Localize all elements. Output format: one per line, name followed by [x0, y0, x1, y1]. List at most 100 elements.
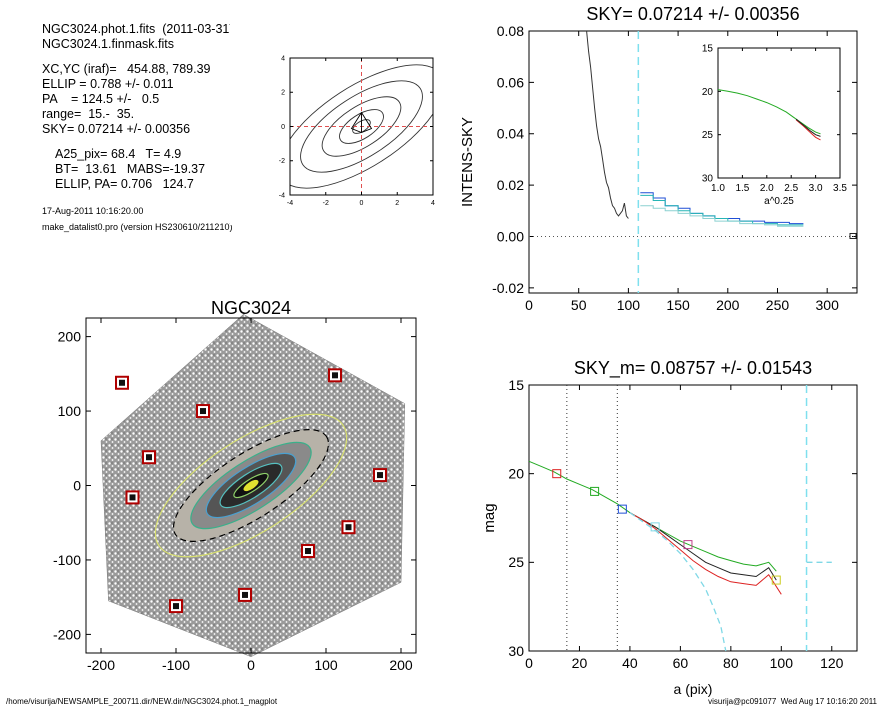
inset-series [717, 89, 821, 135]
mag-ylabel: mag [481, 503, 498, 532]
sky-ylabel: INTENS-SKY [459, 117, 476, 207]
y-tick-label: 15 [702, 44, 714, 55]
sky-title: SKY= 0.07214 +/- 0.00356 [586, 4, 799, 24]
x-tick-label: -4 [287, 200, 293, 207]
mag-series [629, 512, 782, 595]
masked-source-core [129, 494, 136, 501]
clip-mask [230, 0, 493, 58]
sky-profile-series [586, 30, 629, 219]
y-tick-label: 0 [73, 477, 81, 493]
sky-frame [528, 30, 858, 294]
masked-source-core [242, 591, 248, 598]
x-tick-label: 200 [389, 657, 413, 673]
header-bt: BT= 13.61 MABS=-19.37 [55, 162, 206, 176]
sky-step-series [640, 205, 804, 227]
x-tick-label: -2 [323, 200, 329, 207]
header-ellip: ELLIP = 0.788 +/- 0.011 [42, 77, 174, 91]
x-tick-label: 60 [673, 655, 689, 671]
y-tick-label: 0.04 [497, 126, 524, 142]
x-tick-label: 0 [525, 655, 533, 671]
mag-xlabel: a (pix) [674, 681, 713, 697]
y-tick-label: 15 [508, 377, 524, 393]
masked-source-core [345, 524, 352, 531]
y-tick-label: 0.08 [497, 23, 524, 39]
x-tick-label: 150 [666, 297, 690, 313]
header-xcyc: XC,YC (iraf)= 454.88, 789.39 [42, 62, 211, 76]
x-tick-label: 3.0 [809, 183, 823, 194]
y-tick-label: 0 [281, 124, 285, 131]
y-tick-label: 30 [702, 174, 714, 185]
x-tick-label: 50 [571, 297, 587, 313]
y-tick-label: -0.02 [492, 280, 524, 296]
x-tick-label: 250 [766, 297, 790, 313]
y-tick-label: 100 [58, 403, 82, 419]
clip-mask [230, 195, 493, 225]
masked-source-core [200, 408, 206, 415]
y-tick-label: 20 [508, 466, 524, 482]
mag-marker [590, 486, 600, 496]
x-tick-label: 0 [247, 657, 255, 673]
mag-series [629, 512, 727, 652]
footer-path: /home/visurija/NEWSAMPLE_200711.dir/NEW.… [6, 697, 278, 706]
x-tick-label: 300 [816, 297, 840, 313]
x-tick-label: 200 [716, 297, 740, 313]
inset-series [795, 119, 821, 141]
x-tick-label: 80 [723, 655, 739, 671]
inset-frame [717, 47, 841, 179]
contour-line [300, 80, 423, 173]
footer-user: visurija@pc091077 Wed Aug 17 10:16:20 20… [708, 697, 877, 706]
clip-mask [433, 58, 478, 195]
masked-source-core [305, 548, 311, 555]
x-tick-label: 0 [360, 200, 364, 207]
mag-series [629, 512, 777, 581]
galaxy-image-plot: NGC3024 -200 -100 0 100 200 -200 -100 0 100 200 [53, 298, 417, 673]
mag-frame [528, 384, 858, 652]
y-tick-label: 20 [702, 87, 714, 98]
y-tick-label: 4 [281, 55, 285, 62]
x-tick-label: 1.5 [735, 183, 749, 194]
y-tick-label: -200 [53, 626, 81, 642]
sky-profile-plot: 0 50 100 150 200 250 300 -0.02 0.00 0.02 0.04 0.06 0… [459, 4, 858, 313]
inset-bg [718, 48, 840, 178]
y-tick-label: -2 [279, 158, 285, 165]
contour-line [352, 119, 371, 134]
masked-source-core [146, 454, 152, 461]
y-tick-label: 2 [281, 90, 285, 97]
galaxy-title: NGC3024 [211, 298, 291, 318]
x-tick-label: 2.0 [760, 183, 774, 194]
mag-series [528, 460, 777, 572]
y-tick-label: -100 [53, 552, 81, 568]
x-tick-label: 0 [525, 297, 533, 313]
x-tick-label: -100 [162, 657, 190, 673]
mag-marker [771, 575, 781, 585]
y-tick-label: 0.02 [497, 177, 524, 193]
x-tick-label: 100 [314, 657, 338, 673]
clip-mask [230, 58, 290, 195]
isophote-ellipse [154, 413, 348, 558]
mag-marker [552, 469, 562, 479]
header-a25: A25_pix= 68.4 T= 4.9 [55, 147, 182, 161]
x-tick-label: 100 [617, 297, 641, 313]
isophote-ellipse [243, 479, 259, 492]
y-tick-label: -4 [279, 192, 285, 199]
header-range: range= 15.- 35. [42, 107, 135, 121]
mag-profile-plot: 0 20 40 60 80 100 120 15 20 25 30 SKY_m= 0.08757 +/… [481, 358, 858, 697]
mag-marker [617, 504, 627, 514]
header-pa: PA = 124.5 +/- 0.5 [42, 92, 160, 106]
masked-source-core [332, 372, 338, 379]
y-tick-label: 0.00 [497, 228, 524, 244]
center-contour-plot: -4 -2 0 2 4 -4 -2 0 2 4 [230, 0, 493, 225]
y-tick-label: 200 [58, 329, 82, 345]
y-tick-label: 0.06 [497, 74, 524, 90]
edge-marker [849, 232, 857, 239]
x-tick-label: -200 [87, 657, 115, 673]
sky-step-series [640, 194, 804, 226]
y-tick-label: 30 [508, 643, 524, 659]
center-marker [350, 111, 373, 133]
x-tick-label: 2 [395, 200, 399, 207]
header-sky: SKY= 0.07214 +/- 0.00356 [42, 122, 191, 136]
header-ellip-pa: ELLIP, PA= 0.706 124.7 [55, 177, 194, 191]
x-tick-label: 1.0 [711, 183, 725, 194]
contour-line [339, 109, 384, 144]
inset-xlabel: a^0.25 [764, 196, 794, 207]
